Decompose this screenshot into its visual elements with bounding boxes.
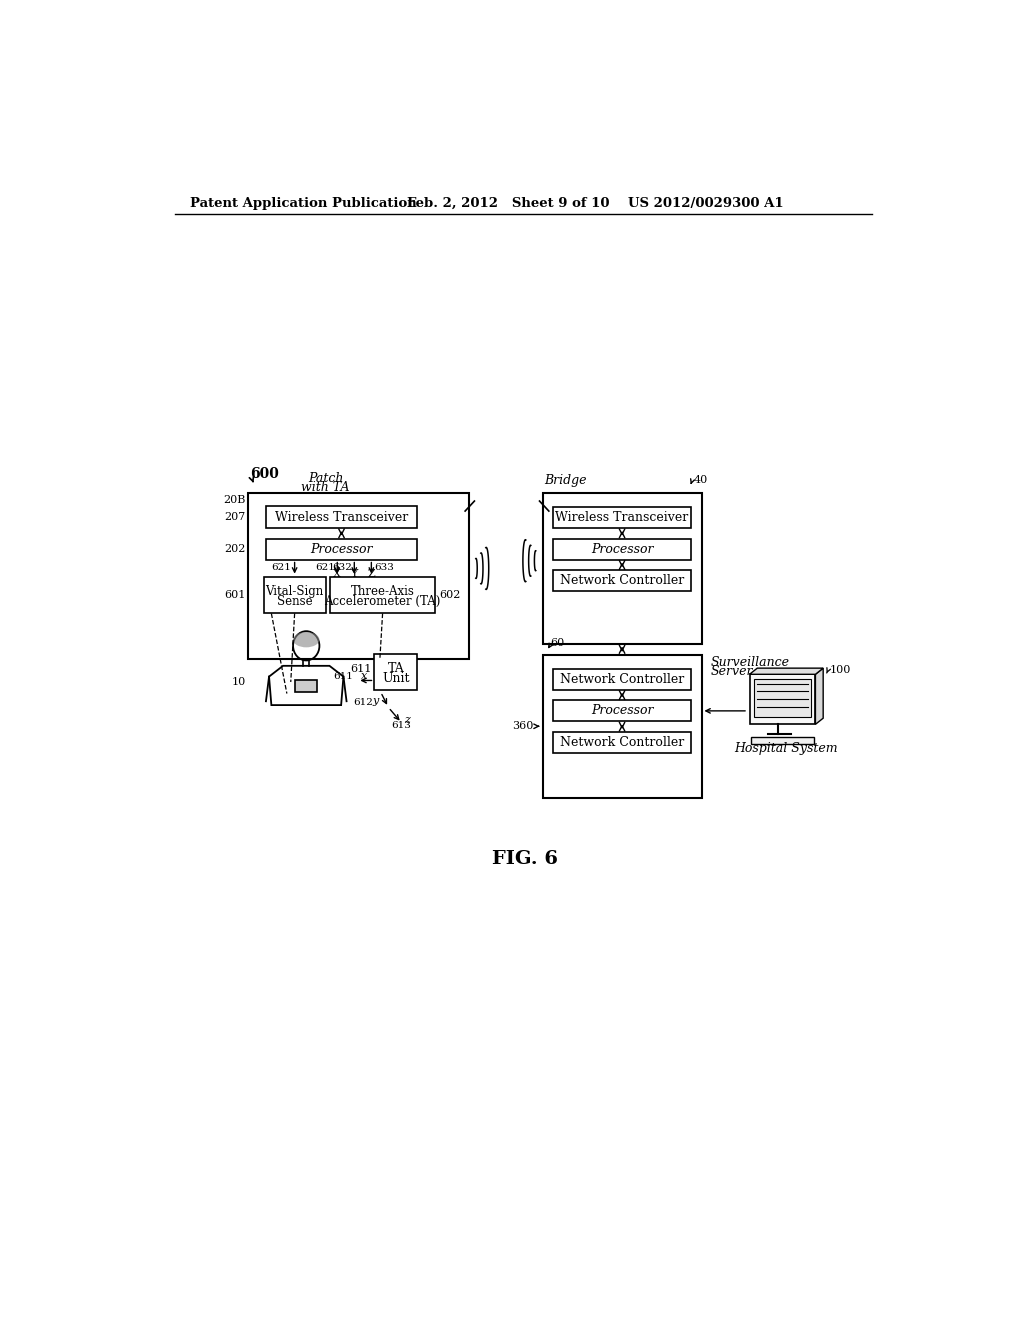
Text: 611: 611 <box>333 672 352 681</box>
Bar <box>263 577 326 614</box>
Text: Processor: Processor <box>591 705 653 717</box>
Text: 611: 611 <box>350 664 372 675</box>
Bar <box>331 577 435 614</box>
Text: 20B: 20B <box>223 495 246 504</box>
Bar <box>375 653 417 690</box>
Text: US 2012/0029300 A1: US 2012/0029300 A1 <box>628 197 783 210</box>
Text: Server: Server <box>711 665 754 678</box>
Text: Processor: Processor <box>591 543 653 556</box>
Text: Network Controller: Network Controller <box>560 574 684 587</box>
Text: y: y <box>372 696 378 706</box>
Text: 40: 40 <box>693 475 708 486</box>
Text: Wireless Transceiver: Wireless Transceiver <box>274 511 409 524</box>
Text: Network Controller: Network Controller <box>560 673 684 686</box>
Text: 633: 633 <box>375 562 394 572</box>
Text: 621: 621 <box>271 562 292 572</box>
Bar <box>295 680 317 692</box>
Bar <box>266 507 417 528</box>
Text: Bridge: Bridge <box>545 474 587 487</box>
Polygon shape <box>815 668 823 725</box>
Text: Unit: Unit <box>382 672 410 685</box>
Text: 360: 360 <box>512 721 534 731</box>
Bar <box>248 494 469 659</box>
Text: Hospital System: Hospital System <box>734 742 839 755</box>
Polygon shape <box>750 668 823 675</box>
Text: Z: Z <box>368 569 375 579</box>
Text: Network Controller: Network Controller <box>560 737 684 748</box>
Text: 202: 202 <box>224 544 246 554</box>
Bar <box>543 494 701 644</box>
Text: Processor: Processor <box>310 543 373 556</box>
Text: X: X <box>334 569 341 579</box>
Text: Sense: Sense <box>276 594 312 607</box>
Bar <box>554 733 690 752</box>
Text: 60: 60 <box>550 639 564 648</box>
Text: 100: 100 <box>829 665 851 675</box>
Ellipse shape <box>293 632 319 647</box>
Text: Patch: Patch <box>308 473 343 486</box>
Text: Feb. 2, 2012   Sheet 9 of 10: Feb. 2, 2012 Sheet 9 of 10 <box>407 197 609 210</box>
Text: 10: 10 <box>231 677 246 686</box>
Bar <box>750 675 815 725</box>
Bar <box>554 570 690 591</box>
Text: Y: Y <box>350 569 358 579</box>
Bar <box>554 539 690 560</box>
Bar <box>554 507 690 528</box>
Text: 207: 207 <box>224 512 246 523</box>
Bar <box>751 737 814 744</box>
Text: Accelerometer (TA): Accelerometer (TA) <box>325 594 440 607</box>
Text: x: x <box>360 671 367 681</box>
Text: 601: 601 <box>224 590 246 601</box>
Bar <box>554 701 690 721</box>
Text: TA: TA <box>387 661 404 675</box>
Text: 632: 632 <box>332 562 352 572</box>
Text: z: z <box>403 714 410 725</box>
Text: Patent Application Publication: Patent Application Publication <box>190 197 417 210</box>
Bar <box>266 539 417 560</box>
Text: Three-Axis: Three-Axis <box>350 585 415 598</box>
Text: 602: 602 <box>439 590 461 601</box>
Bar <box>543 655 701 797</box>
Text: with TA: with TA <box>301 480 350 494</box>
Text: 621: 621 <box>315 562 335 572</box>
Text: FIG. 6: FIG. 6 <box>492 850 558 869</box>
Text: Surveillance: Surveillance <box>711 656 790 669</box>
Text: Wireless Transceiver: Wireless Transceiver <box>555 511 689 524</box>
Bar <box>554 669 690 689</box>
Text: 612: 612 <box>353 698 373 708</box>
Text: 613: 613 <box>391 722 412 730</box>
Text: Vital-Sign: Vital-Sign <box>265 585 324 598</box>
Text: 600: 600 <box>251 467 280 480</box>
Bar <box>755 678 811 717</box>
